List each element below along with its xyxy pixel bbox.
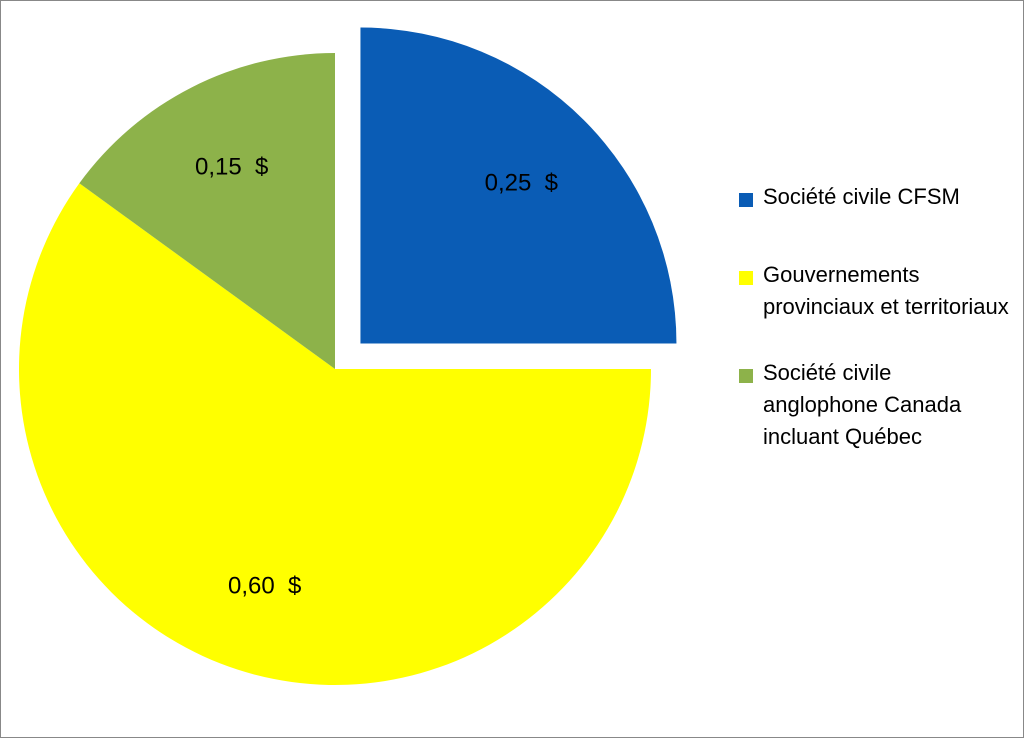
- data-label-gouvernements: 0,60 $: [228, 572, 301, 599]
- legend-item-gouvernements: Gouvernements provinciaux et territoriau…: [739, 259, 1009, 323]
- legend-label-anglophone: Société civile anglophone Canada incluan…: [763, 360, 962, 449]
- pie-slice-gouvernements: [18, 183, 652, 686]
- pie-slice-anglophone: [79, 53, 335, 369]
- legend-label-gouvernements: Gouvernements provinciaux et territoriau…: [763, 262, 1009, 319]
- legend-item-anglophone: Société civile anglophone Canada incluan…: [739, 357, 1009, 453]
- legend-swatch-cfsm: [739, 193, 753, 207]
- legend-swatch-anglophone: [739, 369, 753, 383]
- legend-swatch-gouvernements: [739, 271, 753, 285]
- legend-item-cfsm: Société civile CFSM: [739, 181, 1009, 213]
- legend-label-cfsm: Société civile CFSM: [763, 184, 960, 209]
- data-label-anglophone: 0,15 $: [195, 153, 268, 180]
- data-label-cfsm: 0,25 $: [485, 170, 558, 197]
- pie-slice-cfsm: [360, 27, 677, 344]
- legend: Société civile CFSM Gouvernements provin…: [739, 181, 1009, 499]
